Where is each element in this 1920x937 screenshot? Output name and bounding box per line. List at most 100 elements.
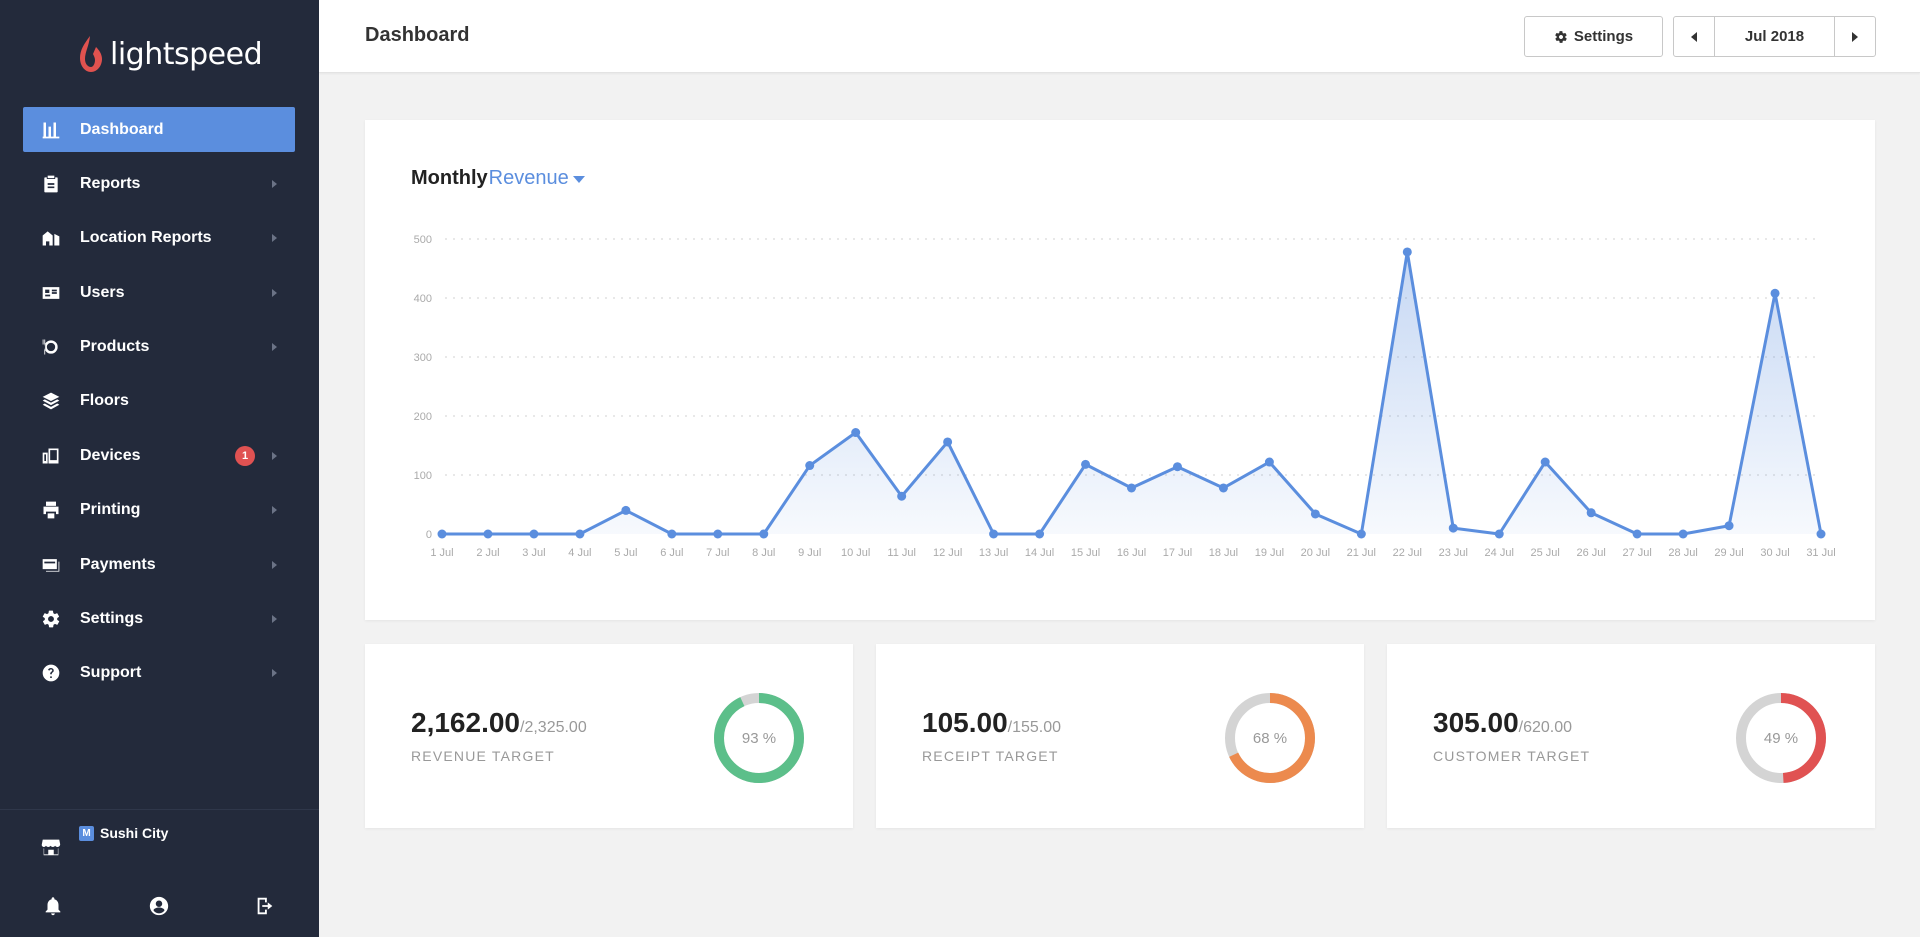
sidebar-item-label: Users xyxy=(80,283,125,301)
data-point xyxy=(1540,457,1550,467)
target-value-row: 305.00/620.00 xyxy=(1433,707,1572,739)
sidebar-item-support[interactable]: Support xyxy=(23,651,295,696)
x-tick-label: 2 Jul xyxy=(476,547,499,559)
sidebar-item-payments[interactable]: Payments xyxy=(23,542,295,587)
x-tick-label: 13 Jul xyxy=(979,547,1008,559)
x-tick-label: 4 Jul xyxy=(568,547,591,559)
month-navigator: Jul 2018 xyxy=(1673,16,1876,57)
data-point xyxy=(529,529,539,539)
x-tick-label: 21 Jul xyxy=(1347,547,1376,559)
data-point xyxy=(1724,521,1734,531)
revenue-target-card: 2,162.00/2,325.00 REVENUE TARGET 93 % xyxy=(365,644,853,828)
previous-month-button[interactable] xyxy=(1674,17,1715,56)
x-tick-label: 5 Jul xyxy=(614,547,637,559)
target-label: CUSTOMER TARGET xyxy=(1433,748,1591,764)
gear-icon xyxy=(40,608,62,630)
sidebar-item-devices[interactable]: Devices 1 xyxy=(23,433,295,478)
caret-left-icon xyxy=(1691,31,1697,42)
sidebar-item-label: Support xyxy=(80,664,142,682)
x-tick-label: 22 Jul xyxy=(1393,547,1422,559)
data-point xyxy=(1264,457,1274,467)
data-point xyxy=(1678,529,1688,539)
caret-down-icon xyxy=(572,176,585,183)
chevron-right-icon xyxy=(272,669,277,678)
data-point xyxy=(575,529,585,539)
customer-target-card: 305.00/620.00 CUSTOMER TARGET 49 % xyxy=(1387,644,1875,828)
x-tick-label: 8 Jul xyxy=(752,547,775,559)
sidebar-item-reports[interactable]: Reports xyxy=(23,161,295,206)
sidebar-item-label: Payments xyxy=(80,555,156,573)
sidebar-nav: Dashboard Reports Location Reports Users Pro… xyxy=(23,107,295,705)
chart-metric-dropdown[interactable]: Monthly Revenue xyxy=(411,167,585,190)
donut-percent-label: 68 % xyxy=(1253,730,1287,747)
y-tick-label: 200 xyxy=(414,411,432,423)
data-point xyxy=(897,491,907,501)
flame-logo-icon xyxy=(80,36,102,72)
sidebar-item-label: Printing xyxy=(80,501,141,519)
bar-chart-icon xyxy=(40,119,62,141)
x-tick-label: 16 Jul xyxy=(1117,547,1146,559)
data-point xyxy=(759,529,769,539)
data-point xyxy=(1218,483,1228,493)
sidebar: lightspeed Dashboard Reports Location Repo… xyxy=(0,0,319,937)
sidebar-item-printing[interactable]: Printing xyxy=(23,488,295,533)
sidebar-item-label: Devices xyxy=(80,446,141,464)
sidebar-item-location-reports[interactable]: Location Reports xyxy=(23,216,295,261)
chart-title-metric: Revenue xyxy=(488,167,569,189)
donut-percent-label: 93 % xyxy=(742,730,776,747)
bell-icon[interactable] xyxy=(40,893,66,919)
x-tick-label: 26 Jul xyxy=(1576,547,1605,559)
data-point xyxy=(1586,508,1596,518)
logo-text: lightspeed xyxy=(110,36,263,72)
sidebar-item-products[interactable]: Products xyxy=(23,325,295,370)
target-donut-chart: 49 % xyxy=(1736,693,1826,783)
question-circle-icon xyxy=(40,662,62,684)
x-tick-label: 27 Jul xyxy=(1622,547,1651,559)
top-header: Dashboard Settings Jul 2018 xyxy=(319,0,1920,73)
target-total: /155.00 xyxy=(1007,719,1062,736)
x-tick-label: 7 Jul xyxy=(706,547,729,559)
settings-button-label: Settings xyxy=(1573,28,1634,45)
id-card-icon xyxy=(40,282,62,304)
logout-icon[interactable] xyxy=(252,893,278,919)
data-point xyxy=(621,505,631,515)
data-point xyxy=(1402,247,1412,257)
data-point xyxy=(1448,523,1458,533)
donut-progress xyxy=(714,693,804,783)
page-title: Dashboard xyxy=(365,24,470,46)
donut-progress xyxy=(1225,693,1315,783)
chevron-right-icon xyxy=(272,288,277,297)
x-tick-label: 28 Jul xyxy=(1668,547,1697,559)
chevron-right-icon xyxy=(272,560,277,569)
y-tick-label: 400 xyxy=(414,293,432,305)
donut-progress xyxy=(1736,693,1826,783)
data-point xyxy=(989,529,999,539)
sidebar-item-users[interactable]: Users xyxy=(23,270,295,315)
target-donut-chart: 68 % xyxy=(1225,693,1315,783)
sidebar-item-dashboard[interactable]: Dashboard xyxy=(23,107,295,152)
logo[interactable]: lightspeed xyxy=(78,34,263,74)
x-tick-label: 14 Jul xyxy=(1025,547,1054,559)
chevron-right-icon xyxy=(272,451,277,460)
sidebar-item-label: Dashboard xyxy=(80,120,164,138)
chevron-right-icon xyxy=(272,506,277,515)
target-total: /2,325.00 xyxy=(520,719,587,736)
target-donut-chart: 93 % xyxy=(714,693,804,783)
chevron-right-icon xyxy=(272,343,277,352)
settings-button[interactable]: Settings xyxy=(1524,16,1663,57)
user-circle-icon[interactable] xyxy=(146,893,172,919)
data-point xyxy=(1035,529,1045,539)
credit-card-icon xyxy=(40,554,62,576)
target-label: REVENUE TARGET xyxy=(411,748,555,764)
devices-icon xyxy=(40,445,62,467)
target-value-row: 2,162.00/2,325.00 xyxy=(411,707,587,739)
data-point xyxy=(1816,529,1826,539)
data-point xyxy=(1356,529,1366,539)
store-selector[interactable]: M Sushi City xyxy=(40,826,168,863)
data-point xyxy=(437,529,447,539)
sidebar-item-label: Floors xyxy=(80,392,129,410)
target-value-row: 105.00/155.00 xyxy=(922,707,1061,739)
sidebar-item-settings[interactable]: Settings xyxy=(23,597,295,642)
sidebar-item-floors[interactable]: Floors xyxy=(23,379,295,424)
next-month-button[interactable] xyxy=(1834,17,1875,56)
